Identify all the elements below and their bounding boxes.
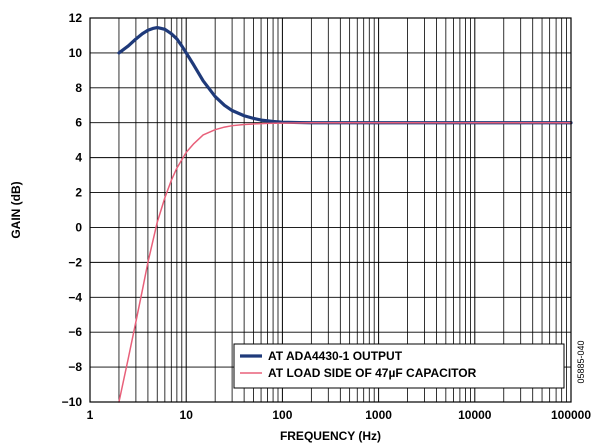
x-tick-label: 10000	[458, 408, 492, 422]
tick-labels: 1 10 100 1000 10000 100000 −10 −8 −6 −4 −2 0 2 4 6 8 10 1…	[62, 11, 592, 422]
x-tick-label: 1000	[365, 408, 392, 422]
y-tick-label: 8	[75, 81, 82, 95]
y-tick-label: −4	[68, 290, 82, 304]
series-lines	[117, 26, 573, 403]
legend-box	[233, 343, 565, 389]
figure-code-annotation: 05885-040	[576, 340, 586, 383]
y-tick-label: −10	[62, 395, 83, 409]
x-tick-label: 1	[87, 408, 94, 422]
y-axis-label: GAIN (dB)	[9, 181, 23, 238]
y-tick-label: 4	[75, 151, 82, 165]
series-line-0	[117, 26, 573, 125]
y-tick-label: 0	[75, 220, 82, 234]
series-line-1	[118, 121, 572, 403]
y-tick-label: 12	[69, 11, 83, 25]
x-axis-label: FREQUENCY (Hz)	[280, 429, 381, 443]
x-tick-label: 100000	[551, 408, 591, 422]
y-tick-label: 6	[75, 116, 82, 130]
y-tick-label: −6	[68, 325, 82, 339]
x-tick-label: 100	[272, 408, 292, 422]
x-tick-label: 10	[180, 408, 194, 422]
plot-frame	[89, 17, 572, 403]
y-tick-label: 10	[69, 46, 83, 60]
y-tick-label: −2	[68, 255, 82, 269]
y-tick-label: 2	[75, 186, 82, 200]
legend: AT ADA4430-1 OUTPUT AT LOAD SIDE OF 47µF…	[233, 343, 565, 389]
legend-label-ada4430-output: AT ADA4430-1 OUTPUT	[268, 349, 403, 363]
legend-label-load-side-capacitor: AT LOAD SIDE OF 47µF CAPACITOR	[268, 366, 477, 380]
y-tick-label: −8	[68, 360, 82, 374]
